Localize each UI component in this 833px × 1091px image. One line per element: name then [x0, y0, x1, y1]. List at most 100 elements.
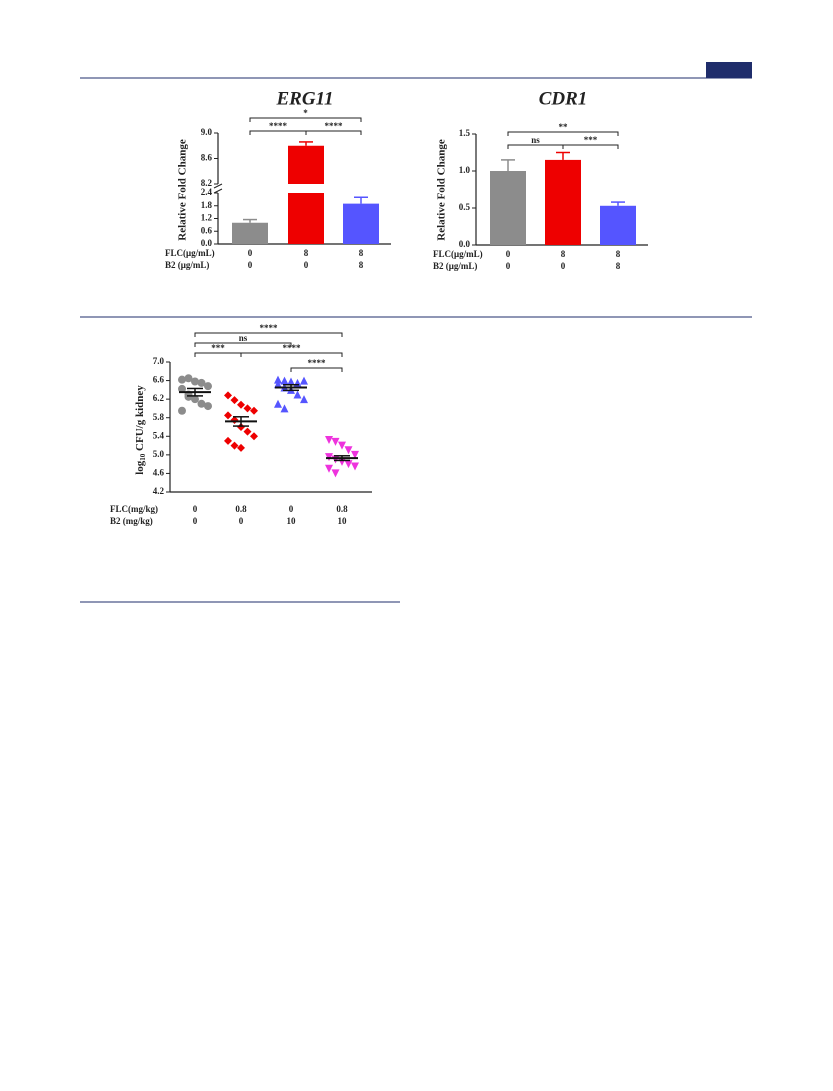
- bar: [343, 203, 379, 244]
- condition-value: 0: [248, 260, 253, 270]
- condition-value: 8: [616, 261, 621, 271]
- y-tick-label: 5.4: [153, 430, 165, 440]
- axis-break: [213, 188, 223, 194]
- condition-value: 0.8: [235, 504, 247, 514]
- condition-value: 0: [561, 261, 566, 271]
- data-point: [184, 392, 193, 401]
- data-point: [344, 460, 353, 469]
- significance-bracket: [305, 130, 362, 135]
- condition-value: 0: [193, 504, 198, 514]
- significance-label: ****: [308, 358, 327, 368]
- significance-label: *: [303, 108, 308, 118]
- y-tick-label: 7.0: [153, 356, 165, 366]
- y-tick-label: 8.6: [201, 153, 213, 163]
- data-point: [237, 423, 245, 431]
- condition-label: B2 (μg/mL): [165, 260, 209, 270]
- data-point: [351, 462, 359, 471]
- significance-label: ***: [584, 135, 598, 145]
- data-point: [274, 380, 282, 389]
- y-tick-label: 6.2: [153, 393, 165, 403]
- y-label-rest: CFU/g kidney: [134, 385, 146, 454]
- condition-value: 8: [304, 248, 309, 258]
- condition-value: 8: [561, 249, 566, 259]
- y-axis-label: log10 CFU/g kidney: [134, 385, 147, 475]
- condition-value: 0: [239, 516, 244, 526]
- condition-label: FLC(mg/kg): [110, 504, 158, 514]
- condition-value: 0: [289, 504, 294, 514]
- data-point: [331, 455, 340, 464]
- y-tick-label: 1.0: [459, 165, 471, 175]
- bar: [545, 159, 581, 245]
- condition-value: 0: [506, 249, 511, 259]
- significance-bracket: [507, 131, 619, 136]
- condition-value: 0.8: [336, 504, 348, 514]
- significance-bracket: [240, 352, 343, 357]
- condition-value: 10: [338, 516, 348, 526]
- significance-bracket: [290, 367, 343, 372]
- bar: [288, 193, 324, 244]
- significance-label: ****: [260, 323, 279, 333]
- data-point: [204, 402, 212, 411]
- data-point: [197, 378, 206, 387]
- bar: [288, 145, 324, 184]
- chart-title: CDR1: [539, 88, 588, 109]
- data-point: [184, 374, 193, 383]
- condition-value: 0: [506, 261, 511, 271]
- significance-label: ***: [211, 343, 225, 353]
- data-point: [325, 436, 333, 444]
- y-tick-label: 5.0: [153, 449, 165, 459]
- significance-bracket: [194, 352, 242, 357]
- data-point: [300, 376, 308, 385]
- data-point: [331, 469, 340, 478]
- data-point: [230, 441, 239, 450]
- data-point: [274, 399, 282, 408]
- significance-label: **: [559, 122, 569, 132]
- bar: [490, 171, 526, 245]
- data-point: [243, 427, 252, 436]
- data-point: [338, 441, 346, 450]
- data-point: [280, 404, 289, 413]
- significance-bracket: [249, 117, 362, 122]
- data-point: [250, 432, 258, 441]
- header-badge: [706, 62, 752, 78]
- condition-value: 8: [616, 249, 621, 259]
- y-tick-label: 4.2: [153, 486, 165, 496]
- significance-bracket: [194, 332, 343, 337]
- significance-label: ****: [283, 343, 302, 353]
- data-point: [293, 390, 302, 399]
- y-tick-label: 0.0: [459, 239, 471, 249]
- significance-label: ****: [325, 121, 344, 131]
- y-label-sub: 10: [139, 453, 147, 461]
- axis-break: [213, 183, 223, 189]
- significance-bracket: [562, 144, 619, 149]
- bar: [232, 222, 268, 244]
- significance-bracket: [249, 130, 307, 135]
- condition-label: FLC(μg/mL): [433, 249, 483, 259]
- data-point: [287, 377, 295, 386]
- condition-value: 8: [359, 260, 364, 270]
- data-point: [280, 376, 289, 385]
- data-point: [224, 436, 232, 445]
- condition-label: FLC(μg/mL): [165, 248, 215, 258]
- data-point: [351, 450, 359, 459]
- y-tick-label: 0.6: [201, 225, 213, 235]
- y-label-base: log: [134, 460, 146, 475]
- y-tick-label: 4.6: [153, 467, 165, 477]
- y-tick-label: 5.8: [153, 412, 165, 422]
- bar: [600, 205, 636, 245]
- y-tick-label: 1.5: [459, 128, 471, 138]
- y-tick-label: 0.0: [201, 238, 213, 248]
- significance-bracket: [194, 342, 292, 347]
- data-point: [243, 404, 252, 413]
- data-point: [224, 411, 232, 420]
- y-tick-label: 0.5: [459, 202, 471, 212]
- data-point: [331, 437, 340, 446]
- significance-label: ns: [239, 333, 248, 343]
- y-tick-label: 1.2: [201, 213, 213, 223]
- y-tick-label: 8.2: [201, 178, 213, 188]
- chart-title: ERG11: [275, 88, 333, 109]
- y-tick-label: 1.8: [201, 200, 213, 210]
- data-point: [325, 464, 333, 473]
- significance-bracket: [507, 144, 564, 149]
